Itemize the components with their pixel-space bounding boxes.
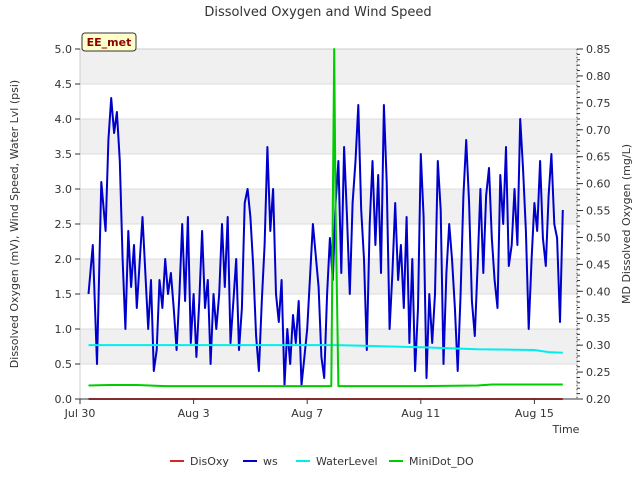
y-axis-left-label: Dissolved Oxygen (mV), Wind Speed, Water… bbox=[8, 80, 21, 368]
legend-label: ws bbox=[263, 455, 278, 468]
y-right-tick-label: 0.60 bbox=[586, 178, 611, 191]
y-right-tick-label: 0.80 bbox=[586, 70, 611, 83]
legend-label: MiniDot_DO bbox=[409, 455, 474, 468]
legend-label: DisOxy bbox=[190, 455, 229, 468]
y-right-tick-label: 0.25 bbox=[586, 366, 611, 379]
y-right-tick-label: 0.65 bbox=[586, 151, 611, 164]
x-tick-label: Aug 7 bbox=[291, 407, 323, 420]
y-left-tick-label: 3.0 bbox=[55, 183, 73, 196]
series-line-minidot-do bbox=[88, 48, 563, 388]
y-right-tick-label: 0.20 bbox=[586, 393, 611, 406]
y-right-tick-label: 0.35 bbox=[586, 312, 611, 325]
background-band bbox=[80, 329, 577, 364]
station-badge-label: EE_met bbox=[87, 36, 132, 49]
y-right-tick-label: 0.55 bbox=[586, 205, 611, 218]
x-tick-label: Aug 11 bbox=[401, 407, 440, 420]
y-right-tick-label: 0.75 bbox=[586, 97, 611, 110]
x-tick-label: Aug 3 bbox=[178, 407, 210, 420]
background-band bbox=[80, 49, 577, 84]
y-left-tick-label: 5.0 bbox=[55, 43, 73, 56]
legend-label: WaterLevel bbox=[316, 455, 378, 468]
y-left-tick-label: 1.5 bbox=[55, 288, 73, 301]
x-axis-label: Time bbox=[552, 423, 580, 436]
y-left-tick-label: 2.5 bbox=[55, 218, 73, 231]
legend: DisOxy ws WaterLevel MiniDot_DO bbox=[170, 455, 474, 468]
y-left-tick-label: 0.5 bbox=[55, 358, 73, 371]
y-right-tick-label: 0.70 bbox=[586, 124, 611, 137]
y-left-tick-label: 3.5 bbox=[55, 148, 73, 161]
series-line-ws bbox=[87, 97, 564, 386]
background-band bbox=[80, 119, 577, 154]
y-left-tick-label: 4.0 bbox=[55, 113, 73, 126]
chart-title: Dissolved Oxygen and Wind Speed bbox=[204, 5, 431, 20]
y-left-tick-label: 2.0 bbox=[55, 253, 73, 266]
y-left-tick-label: 1.0 bbox=[55, 323, 73, 336]
y-right-tick-label: 0.50 bbox=[586, 231, 611, 244]
y-left-tick-label: 0.0 bbox=[55, 393, 73, 406]
y-left-tick-label: 4.5 bbox=[55, 78, 73, 91]
y-axis-right-label: MD Dissolved Oxygen (mg/L) bbox=[620, 144, 633, 304]
x-tick-label: Aug 15 bbox=[515, 407, 554, 420]
y-right-tick-label: 0.30 bbox=[586, 339, 611, 352]
background-band bbox=[80, 189, 577, 224]
y-right-tick-label: 0.45 bbox=[586, 258, 611, 271]
y-right-tick-label: 0.40 bbox=[586, 285, 611, 298]
series-line-waterlevel bbox=[88, 344, 563, 354]
x-axis: Jul 30 Aug 3 Aug 7 Aug 11 Aug 15 bbox=[64, 398, 577, 420]
y-axis-left: 0.0 0.5 1.0 1.5 2.0 2.5 3.0 3.5 4.0 4.5 5.0 bbox=[55, 43, 80, 406]
x-tick-label: Jul 30 bbox=[64, 407, 96, 420]
y-axis-right: 0.20 0.25 0.30 0.35 0.40 0.45 0.50 0.55 0.60 0.65… bbox=[576, 43, 611, 406]
y-right-tick-label: 0.85 bbox=[586, 43, 611, 56]
station-badge: EE_met bbox=[81, 32, 137, 52]
